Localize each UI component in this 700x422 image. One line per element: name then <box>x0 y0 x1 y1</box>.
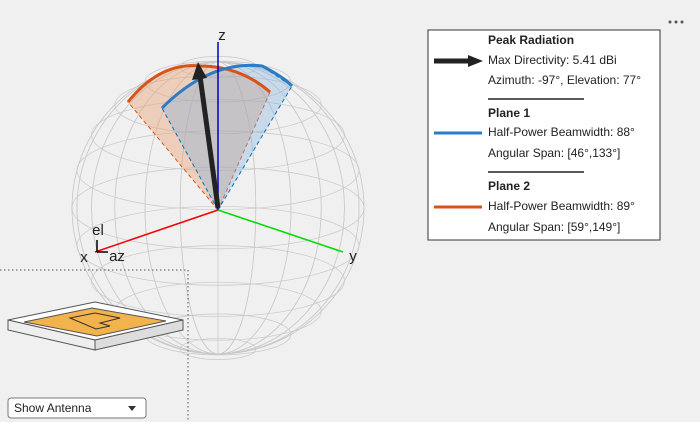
dropdown-arrow[interactable] <box>128 406 136 411</box>
antenna-board-side <box>94 319 184 351</box>
legend-title: Plane 2 <box>488 179 530 193</box>
z-label: z <box>218 27 226 44</box>
legend-text: Half-Power Beamwidth: 88° <box>488 125 635 139</box>
az-label: az <box>109 248 125 265</box>
y-label: y <box>349 248 357 265</box>
dropdown-label[interactable]: Show Antenna <box>14 401 92 415</box>
y-axis <box>217 209 344 253</box>
el-label: el <box>92 222 104 239</box>
peak-arrow-head <box>192 62 207 80</box>
antenna-patch <box>23 307 167 337</box>
dropdown[interactable]: Show Antenna <box>7 397 147 419</box>
more-button[interactable] <box>668 20 684 24</box>
legend-arrow-head <box>468 55 483 67</box>
inset-border <box>0 269 189 422</box>
legend-text: Angular Span: [59°,149°] <box>488 220 620 234</box>
legend-text: Half-Power Beamwidth: 89° <box>488 199 635 213</box>
legend-text: Azimuth: -97°, Elevation: 77° <box>488 73 641 87</box>
legend-text: Angular Span: [46°,133°] <box>488 146 620 160</box>
legend-title: Plane 1 <box>488 106 530 120</box>
plane1-arc <box>160 63 294 110</box>
legend-text: Max Directivity: 5.41 dBi <box>488 53 617 67</box>
x-label: x <box>80 249 88 266</box>
legend <box>427 29 661 241</box>
legend-title: Peak Radiation <box>488 33 574 47</box>
antenna-slot <box>68 312 121 330</box>
x-axis <box>94 209 219 253</box>
peak-arrow <box>197 75 221 209</box>
